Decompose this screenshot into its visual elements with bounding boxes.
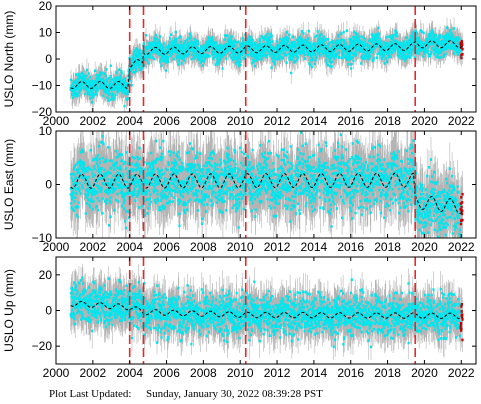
footer: Plot Last Updated: Sunday, January 30, 2… [0, 386, 481, 404]
y-axis-label: USLO Up (mm) [2, 269, 16, 352]
x-tick-label: 2012 [264, 366, 291, 380]
x-tick-label: 2020 [411, 366, 438, 380]
observation-points [69, 276, 462, 349]
y-tick-label: 0 [45, 304, 52, 318]
panel-2: 2000 2002 2004 2006 2008 2010 2012 2014 2016 2018… [2, 124, 477, 254]
y-tick-label: 20 [39, 0, 53, 13]
model-curve [70, 172, 463, 215]
plot-area [69, 131, 464, 238]
y-axis-label: USLO East (mm) [2, 139, 16, 230]
observation-points [69, 26, 462, 108]
y-tick-label: −10 [32, 79, 53, 93]
y-tick-label: 0 [45, 178, 52, 192]
x-tick-label: 2008 [190, 114, 217, 128]
x-tick-label: 2000 [43, 114, 70, 128]
y-tick-label: −10 [32, 231, 53, 245]
plot-area [69, 263, 464, 360]
x-tick-label: 2006 [153, 114, 180, 128]
footer-label: Plot Last Updated: [49, 388, 132, 400]
recent-observation-points [459, 192, 464, 226]
y-tick-label: −20 [32, 105, 53, 119]
x-tick-label: 2022 [448, 366, 475, 380]
x-tick-label: 2016 [337, 114, 364, 128]
plot-area [69, 17, 464, 112]
y-tick-label: 0 [45, 52, 52, 66]
x-tick-label: 2004 [116, 240, 143, 254]
x-tick-label: 2016 [337, 366, 364, 380]
x-tick-label: 2022 [448, 114, 475, 128]
y-tick-label: 10 [39, 124, 53, 138]
y-axis-label: USLO North (mm) [2, 11, 16, 108]
y-tick-label: 10 [39, 26, 53, 40]
y-tick-label: 20 [39, 268, 53, 282]
x-tick-label: 2020 [411, 240, 438, 254]
observation-points [69, 131, 462, 238]
x-tick-label: 2022 [448, 240, 475, 254]
x-tick-label: 2006 [153, 240, 180, 254]
x-tick-label: 2002 [79, 240, 106, 254]
x-tick-label: 2006 [153, 366, 180, 380]
y-tick-label: −20 [32, 339, 53, 353]
x-tick-label: 2010 [227, 240, 254, 254]
x-tick-label: 2002 [79, 114, 106, 128]
x-tick-label: 2014 [301, 366, 328, 380]
x-tick-label: 2000 [43, 366, 70, 380]
x-tick-label: 2012 [264, 240, 291, 254]
gps-timeseries-figure: 2000 2002 2004 2006 2008 2010 2012 2014 2016 2018… [2, 0, 477, 380]
x-tick-label: 2008 [190, 240, 217, 254]
x-tick-label: 2018 [374, 114, 401, 128]
panel-3: 2000 2002 2004 2006 2008 2010 2012 2014 2016 2018… [2, 256, 477, 380]
x-tick-label: 2000 [43, 240, 70, 254]
x-tick-label: 2010 [227, 114, 254, 128]
model-curve [70, 300, 463, 319]
x-tick-label: 2018 [374, 240, 401, 254]
footer-timestamp: Sunday, January 30, 2022 08:39:28 PST [146, 388, 323, 400]
x-tick-label: 2014 [301, 240, 328, 254]
x-tick-label: 2020 [411, 114, 438, 128]
x-tick-label: 2008 [190, 366, 217, 380]
x-tick-label: 2004 [116, 114, 143, 128]
x-tick-label: 2018 [374, 366, 401, 380]
x-tick-label: 2012 [264, 114, 291, 128]
x-tick-label: 2014 [301, 114, 328, 128]
x-tick-label: 2010 [227, 366, 254, 380]
panel-1: 2000 2002 2004 2006 2008 2010 2012 2014 2016 2018… [2, 0, 477, 128]
x-tick-label: 2004 [116, 366, 143, 380]
x-tick-label: 2016 [337, 240, 364, 254]
x-tick-label: 2002 [79, 366, 106, 380]
